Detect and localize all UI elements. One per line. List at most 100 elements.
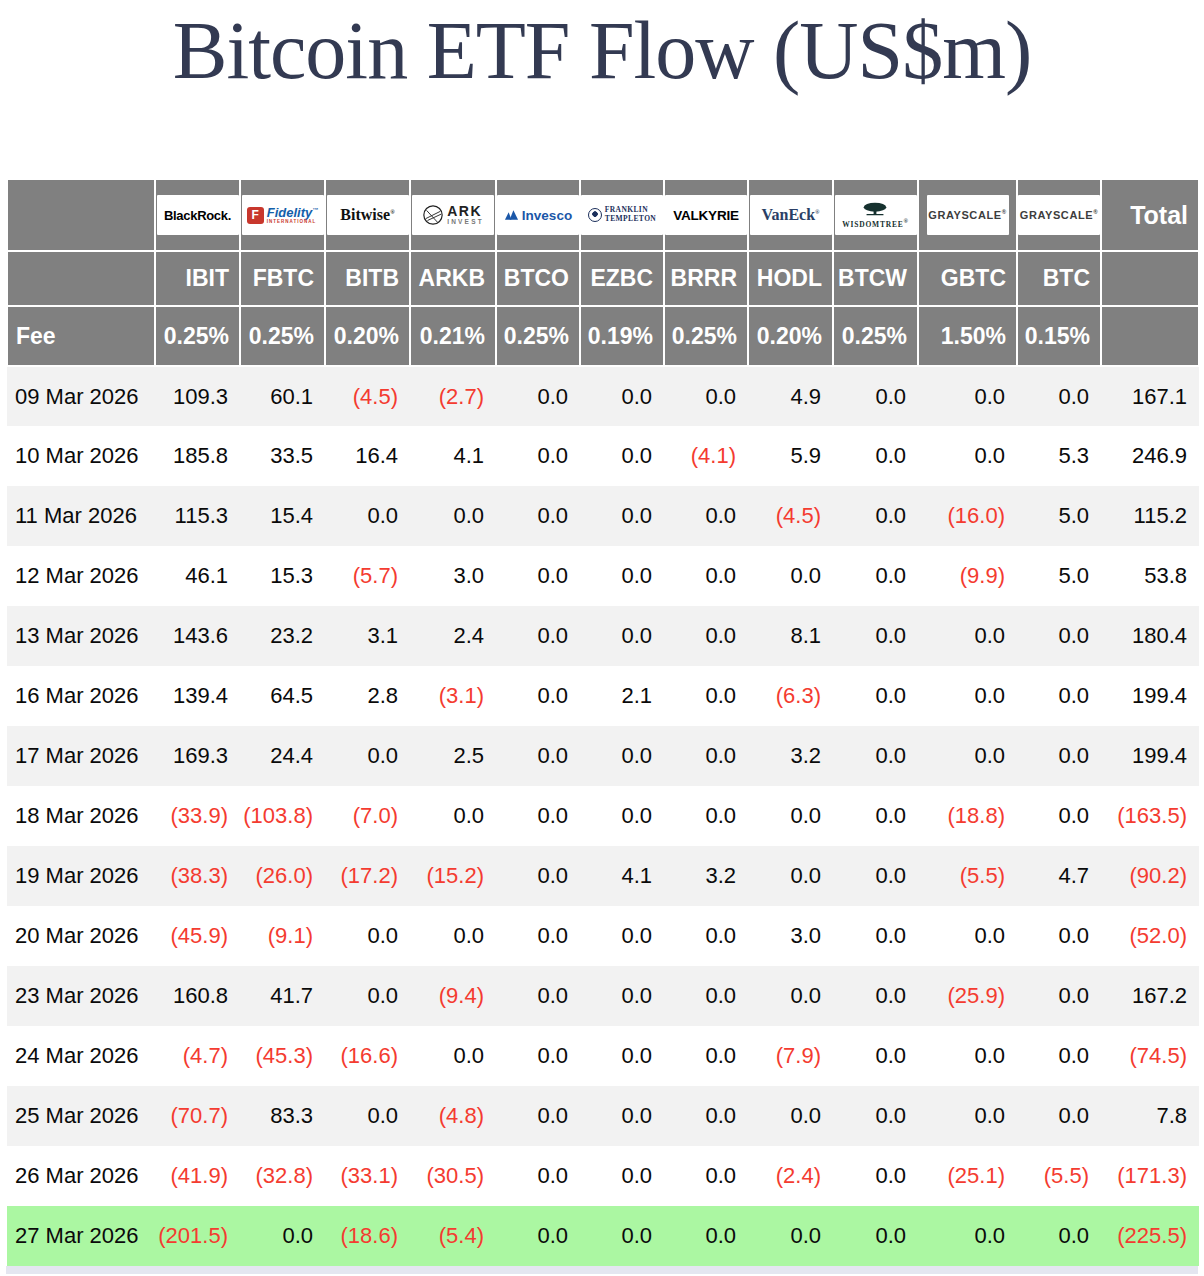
cell-BRRR: 0.0 (664, 486, 748, 546)
row-date: 17 Mar 2026 (7, 726, 155, 786)
fee-BTC: 0.15% (1017, 306, 1101, 366)
cell-BRRR: 0.0 (664, 606, 748, 666)
cell-BTC: 5.3 (1017, 426, 1101, 486)
cell-FBTC: (103.8) (240, 786, 325, 846)
cell-ARKB: 3.0 (410, 546, 496, 606)
provider-header-grayscale2: GRAYSCALE® (1017, 179, 1101, 251)
cell-ARKB: (4.8) (410, 1086, 496, 1146)
table-header: BlackRock.FFidelity™INTERNATIONALBitwise… (7, 179, 1199, 366)
cell-total: 115.2 (1101, 486, 1199, 546)
fee-BTCW: 0.25% (833, 306, 918, 366)
cell-BTC: 0.0 (1017, 966, 1101, 1026)
total-ticker-cell (1101, 251, 1199, 306)
cell-total: (225.5) (1101, 1206, 1199, 1266)
cell-BTCO: 0.0 (496, 1026, 580, 1086)
cell-BRRR: 3.2 (664, 846, 748, 906)
cell-FBTC: (9.1) (240, 906, 325, 966)
cell-EZBC: 0.0 (580, 1026, 664, 1086)
cell-total: 199.4 (1101, 666, 1199, 726)
cell-IBIT: 160.8 (155, 966, 240, 1026)
cell-GBTC: (25.9) (918, 966, 1017, 1026)
cell-BTCO: 0.0 (496, 786, 580, 846)
cell-BTCW: 0.0 (833, 606, 918, 666)
cell-ARKB: (15.2) (410, 846, 496, 906)
cell-BTCW: 0.0 (833, 426, 918, 486)
table-row: 13 Mar 2026143.623.23.12.40.00.00.08.10.… (7, 606, 1199, 666)
cell-GBTC: 0.0 (918, 1086, 1017, 1146)
cell-BTC: 0.0 (1017, 1026, 1101, 1086)
cell-GBTC: (9.9) (918, 546, 1017, 606)
cell-total: 53.8 (1101, 546, 1199, 606)
cell-ARKB: 0.0 (410, 486, 496, 546)
cell-FBTC: 15.4 (240, 486, 325, 546)
fidelity-f-icon: F (247, 207, 264, 224)
cell-BTCO: 0.0 (496, 606, 580, 666)
row-date: 25 Mar 2026 (7, 1086, 155, 1146)
cell-GBTC: 0.0 (918, 666, 1017, 726)
ticker-GBTC: GBTC (918, 251, 1017, 306)
cell-BTCW: 0.0 (833, 1086, 918, 1146)
cell-ARKB: 2.4 (410, 606, 496, 666)
cell-HODL: 0.0 (748, 546, 833, 606)
cell-BTC: 0.0 (1017, 606, 1101, 666)
cell-HODL: 8.1 (748, 606, 833, 666)
cell-IBIT: (38.3) (155, 846, 240, 906)
cell-BRRR: 0.0 (664, 546, 748, 606)
fidelity-logo: FFidelity™INTERNATIONAL (242, 195, 324, 235)
row-date: 19 Mar 2026 (7, 846, 155, 906)
cell-HODL: (7.9) (748, 1026, 833, 1086)
cell-BTC: 4.7 (1017, 846, 1101, 906)
cell-IBIT: 143.6 (155, 606, 240, 666)
cell-BTCO: 0.0 (496, 666, 580, 726)
table-row: 20 Mar 2026(45.9)(9.1)0.00.00.00.00.03.0… (7, 906, 1199, 966)
cell-GBTC: (25.1) (918, 1146, 1017, 1206)
cell-EZBC: 0.0 (580, 1206, 664, 1266)
table-row: 12 Mar 202646.115.3(5.7)3.00.00.00.00.00… (7, 546, 1199, 606)
cell-BTCO: 0.0 (496, 1206, 580, 1266)
cell-total: (52.0) (1101, 906, 1199, 966)
cell-BTC: 5.0 (1017, 486, 1101, 546)
cell-BITB: 0.0 (325, 906, 410, 966)
cell-IBIT: 139.4 (155, 666, 240, 726)
cell-BTCO: 0.0 (496, 1086, 580, 1146)
ticker-BTCO: BTCO (496, 251, 580, 306)
grayscale-logo: GRAYSCALE® (927, 195, 1009, 235)
table-row: 26 Mar 2026(41.9)(32.8)(33.1)(30.5)0.00.… (7, 1146, 1199, 1206)
cell-GBTC: 0.0 (918, 606, 1017, 666)
cell-BTCW: 0.0 (833, 966, 918, 1026)
cell-IBIT: 185.8 (155, 426, 240, 486)
cell-FBTC: 15.3 (240, 546, 325, 606)
ticker-HODL: HODL (748, 251, 833, 306)
fee-FBTC: 0.25% (240, 306, 325, 366)
cell-BRRR: 0.0 (664, 666, 748, 726)
cell-EZBC: 0.0 (580, 1086, 664, 1146)
cell-BRRR: 0.0 (664, 906, 748, 966)
row-date: 20 Mar 2026 (7, 906, 155, 966)
valkyrie-logo: VALKYRIE (665, 195, 747, 235)
cell-BTCO: 0.0 (496, 546, 580, 606)
cell-BRRR: 0.0 (664, 966, 748, 1026)
table-row: 19 Mar 2026(38.3)(26.0)(17.2)(15.2)0.04.… (7, 846, 1199, 906)
cell-IBIT: (33.9) (155, 786, 240, 846)
table-row: 17 Mar 2026169.324.40.02.50.00.00.03.20.… (7, 726, 1199, 786)
franklin-templeton-seal-icon (588, 208, 602, 222)
cell-FBTC: (32.8) (240, 1146, 325, 1206)
cell-ARKB: (5.4) (410, 1206, 496, 1266)
cell-EZBC: 0.0 (580, 606, 664, 666)
cell-BITB: (16.6) (325, 1026, 410, 1086)
table-row: 25 Mar 2026(70.7)83.30.0(4.8)0.00.00.00.… (7, 1086, 1199, 1146)
cell-GBTC: 0.0 (918, 1026, 1017, 1086)
cell-GBTC: 0.0 (918, 726, 1017, 786)
cell-total: (90.2) (1101, 846, 1199, 906)
cell-BITB: 2.8 (325, 666, 410, 726)
cell-BTC: 0.0 (1017, 666, 1101, 726)
cell-BTCW: 0.0 (833, 666, 918, 726)
table-row: 11 Mar 2026115.315.40.00.00.00.00.0(4.5)… (7, 486, 1199, 546)
bitwise-logo: Bitwise® (327, 195, 409, 235)
cell-BITB: (5.7) (325, 546, 410, 606)
cell-GBTC: 0.0 (918, 366, 1017, 426)
fee-BTCO: 0.25% (496, 306, 580, 366)
cell-GBTC: 0.0 (918, 1206, 1017, 1266)
cell-EZBC: 0.0 (580, 426, 664, 486)
row-date: 11 Mar 2026 (7, 486, 155, 546)
